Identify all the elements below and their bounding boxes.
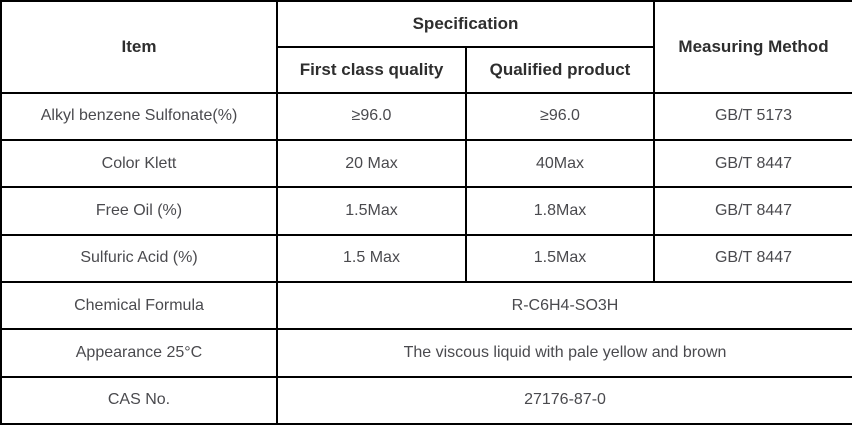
measuring-method-cell: GB/T 5173 — [653, 91, 852, 141]
item-cell: Color Klett — [0, 138, 278, 189]
measuring-method-cell: GB/T 8447 — [653, 233, 852, 283]
table-row-merged: Appearance 25°C The viscous liquid with … — [0, 328, 852, 378]
qualified-product-cell: ≥96.0 — [465, 91, 655, 141]
merged-value-cell: The viscous liquid with pale yellow and … — [276, 328, 852, 378]
table-row-merged: CAS No. 27176-87-0 — [0, 375, 852, 425]
measuring-method-cell: GB/T 8447 — [653, 186, 852, 236]
header-row-top: Item Specification Measuring Method — [0, 0, 852, 94]
item-cell: Sulfuric Acid (%) — [0, 233, 278, 283]
merged-value-cell: 27176-87-0 — [276, 375, 852, 425]
item-cell: Chemical Formula — [0, 280, 278, 331]
header-row-sub: First class quality Qualified product — [1, 46, 852, 94]
merged-value-cell: R-C6H4-SO3H — [276, 280, 852, 331]
qualified-product-cell: 1.5Max — [465, 233, 655, 283]
table-row: Sulfuric Acid (%) 1.5 Max 1.5Max GB/T 84… — [0, 233, 852, 283]
table-row: Alkyl benzene Sulfonate(%) ≥96.0 ≥96.0 G… — [0, 91, 852, 141]
item-cell: Free Oil (%) — [0, 186, 278, 236]
qualified-product-cell: 40Max — [465, 138, 655, 189]
item-cell: Appearance 25°C — [0, 328, 278, 378]
header-qualified-product: Qualified product — [465, 46, 655, 94]
header-item: Item — [0, 0, 278, 94]
item-cell: Alkyl benzene Sulfonate(%) — [0, 91, 278, 141]
first-class-quality-cell: 1.5 Max — [276, 233, 467, 283]
first-class-quality-cell: ≥96.0 — [276, 91, 467, 141]
header-measuring-method: Measuring Method — [653, 0, 852, 94]
header-specification: Specification — [276, 0, 655, 49]
table-row-merged: Chemical Formula R-C6H4-SO3H — [0, 280, 852, 331]
table-row: Free Oil (%) 1.5Max 1.8Max GB/T 8447 — [0, 186, 852, 236]
table-row: Color Klett 20 Max 40Max GB/T 8447 — [0, 138, 852, 189]
qualified-product-cell: 1.8Max — [465, 186, 655, 236]
item-cell: CAS No. — [0, 375, 278, 425]
first-class-quality-cell: 1.5Max — [276, 186, 467, 236]
measuring-method-cell: GB/T 8447 — [653, 138, 852, 189]
header-first-class-quality: First class quality — [276, 46, 467, 94]
first-class-quality-cell: 20 Max — [276, 138, 467, 189]
